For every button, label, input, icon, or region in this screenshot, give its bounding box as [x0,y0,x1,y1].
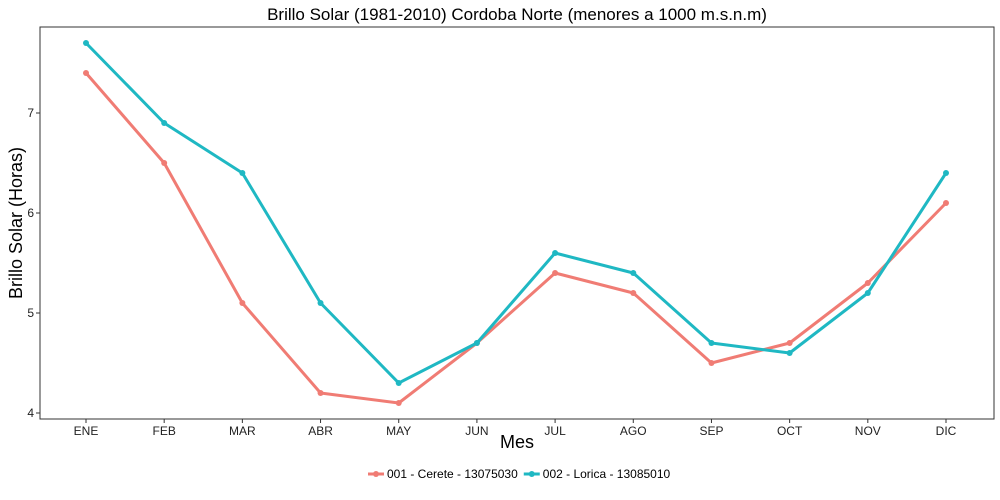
data-point [161,120,168,126]
data-point [395,400,402,406]
data-point [83,40,89,46]
data-point [630,270,637,276]
x-axis: ENE FEB MAR ABR MAY JUN JUL AGO SEP OCT NOV DIC [74,419,957,438]
y-axis: 4 5 6 7 [27,106,40,420]
x-tick-label: OCT [777,424,803,438]
plot-panel [39,26,995,420]
series-line-1 [84,72,948,405]
y-tick-label: 6 [27,206,34,220]
data-point [317,300,324,306]
legend-key-point [373,471,379,477]
x-tick-label: AGO [620,424,647,438]
x-tick-label: SEP [699,424,723,438]
data-point [552,250,559,256]
x-tick-label: ENE [74,424,99,438]
data-point [708,340,715,346]
legend-label: 001 - Cerete - 13075030 [387,467,518,481]
x-tick-label: FEB [153,424,176,438]
x-tick-label: JUL [544,424,566,438]
x-tick-label: MAR [229,424,256,438]
x-tick-label: DIC [936,424,957,438]
series-line-2 [84,41,948,385]
x-tick-label: ABR [308,424,333,438]
data-point [864,280,871,286]
data-point [161,160,168,166]
legend-label: 002 - Lorica - 13085010 [543,467,671,481]
data-point [239,170,246,176]
data-point [395,380,402,386]
data-point [473,340,480,346]
data-point [239,300,246,306]
data-point [864,290,871,296]
legend-key-point [528,471,535,477]
x-tick-label: JUN [465,424,488,438]
data-point [630,290,637,296]
data-point [317,390,324,396]
data-point [552,270,559,276]
data-point [943,200,949,206]
data-point [708,360,715,366]
chart-title: Brillo Solar (1981-2010) Cordoba Norte (… [267,5,767,24]
legend-item-1: 001 - Cerete - 13075030 [368,467,518,481]
x-tick-label: MAY [386,424,411,438]
data-point [83,70,89,76]
data-point [786,340,793,346]
x-tick-label: NOV [855,424,881,438]
y-tick-label: 5 [27,306,34,320]
data-point [943,170,949,176]
y-axis-title: Brillo Solar (Horas) [6,147,26,299]
series-layer [83,40,949,406]
legend-item-2: 002 - Lorica - 13085010 [523,467,671,481]
legend: 001 - Cerete - 13075030 002 - Lorica - 13… [368,467,671,481]
data-point [786,350,793,356]
y-tick-label: 7 [27,106,34,120]
x-axis-title: Mes [500,432,534,452]
y-tick-label: 4 [27,406,34,420]
